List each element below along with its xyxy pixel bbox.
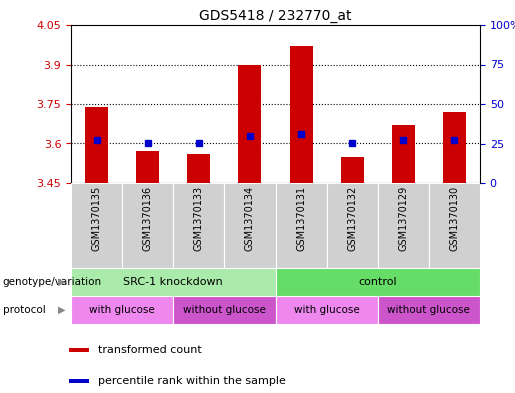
Bar <box>276 296 378 324</box>
Text: protocol: protocol <box>3 305 45 315</box>
Title: GDS5418 / 232770_at: GDS5418 / 232770_at <box>199 9 352 22</box>
Bar <box>238 64 262 183</box>
Bar <box>71 183 122 268</box>
Bar <box>136 151 159 183</box>
Bar <box>71 268 276 296</box>
Text: control: control <box>358 277 397 287</box>
Text: GSM1370129: GSM1370129 <box>398 185 408 251</box>
Bar <box>70 379 89 384</box>
Bar <box>71 296 173 324</box>
Bar <box>377 296 480 324</box>
Text: transformed count: transformed count <box>98 345 201 355</box>
Bar <box>378 183 429 268</box>
Bar <box>392 125 415 183</box>
Text: GSM1370132: GSM1370132 <box>347 185 357 251</box>
Text: without glucose: without glucose <box>387 305 470 315</box>
Text: GSM1370133: GSM1370133 <box>194 185 204 251</box>
Bar <box>429 183 480 268</box>
Bar <box>85 107 108 183</box>
Text: GSM1370135: GSM1370135 <box>92 185 101 251</box>
Text: GSM1370130: GSM1370130 <box>450 185 459 251</box>
Bar <box>225 183 276 268</box>
Text: ▶: ▶ <box>58 277 66 287</box>
Text: ▶: ▶ <box>58 305 66 315</box>
Text: SRC-1 knockdown: SRC-1 knockdown <box>124 277 223 287</box>
Text: percentile rank within the sample: percentile rank within the sample <box>98 376 285 386</box>
Text: without glucose: without glucose <box>183 305 266 315</box>
Text: GSM1370136: GSM1370136 <box>143 185 153 251</box>
Bar <box>173 296 276 324</box>
Bar <box>276 268 480 296</box>
Text: GSM1370131: GSM1370131 <box>296 185 306 251</box>
Bar <box>327 183 377 268</box>
Text: genotype/variation: genotype/variation <box>3 277 101 287</box>
Bar <box>173 183 225 268</box>
Text: GSM1370134: GSM1370134 <box>245 185 255 251</box>
Text: with glucose: with glucose <box>294 305 359 315</box>
Bar <box>341 157 364 183</box>
Bar <box>187 154 210 183</box>
Text: with glucose: with glucose <box>89 305 155 315</box>
Bar <box>443 112 466 183</box>
Bar <box>276 183 327 268</box>
Bar <box>289 46 313 183</box>
Bar <box>122 183 173 268</box>
Bar <box>70 348 89 352</box>
